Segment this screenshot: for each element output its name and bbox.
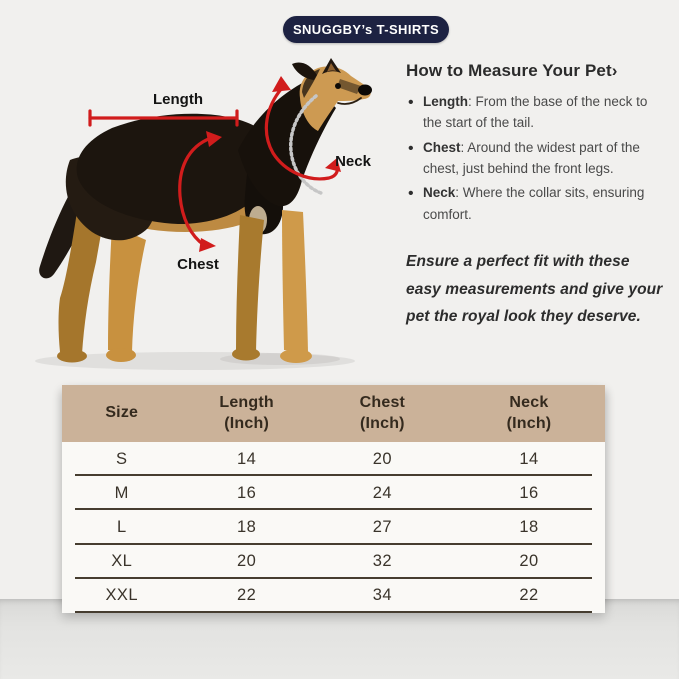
table-row: XXL 22 34 22	[62, 579, 605, 614]
header-size: Size	[105, 404, 139, 422]
dog-nose	[358, 84, 372, 96]
guide-bullet-chest: Chest: Around the widest part of the che…	[406, 136, 668, 180]
chest-label: Chest	[177, 256, 219, 273]
bullet-desc: : From the base of the neck to the start…	[423, 94, 648, 131]
bullet-term: Neck	[423, 185, 456, 201]
arrowheads	[199, 76, 341, 252]
header-chest: Chest (Inch)	[359, 393, 406, 432]
bullet-desc: : Around the widest part of the chest, j…	[423, 139, 640, 176]
guide-bullet-length: Length: From the base of the neck to the…	[406, 90, 668, 134]
chest-measure-arrow	[178, 136, 213, 247]
guide-bullet-neck: Neck: Where the collar sits, ensuring co…	[406, 181, 668, 225]
bullet-term: Chest	[423, 139, 461, 155]
guide-heading: How to Measure Your Pet›	[406, 61, 618, 80]
length-label: Length	[153, 91, 203, 108]
dog-eye	[335, 83, 341, 89]
neck-label: Neck	[335, 153, 371, 170]
measuring-guide: How to Measure Your Pet› Length: From th…	[406, 61, 668, 331]
dog-figure	[39, 58, 372, 363]
brand-title: SNUGGBY’s T-SHIRTS	[292, 22, 440, 37]
neck-measure-arrow	[264, 86, 339, 181]
size-table: Size Length (Inch) Chest (Inch) Neck (Inch)…	[62, 385, 605, 614]
table-row: S 14 20 14	[62, 442, 605, 477]
table-row: L 18 27 18	[62, 510, 605, 545]
size-table-body: S 14 20 14 M 16 24 16 L 18 27 18 XL 20 3…	[62, 442, 605, 614]
table-row: XL 20 32 20	[62, 545, 605, 580]
chain-collar	[289, 94, 323, 195]
brand-title-badge: SNUGGBY’s T-SHIRTS	[283, 16, 449, 43]
size-table-header: Size Length (Inch) Chest (Inch) Neck (Inch)	[62, 385, 605, 442]
header-neck: Neck (Inch)	[506, 393, 552, 432]
fit-note: Ensure a perfect fit with these easy mea…	[406, 252, 663, 326]
measurement-annotations	[88, 86, 339, 247]
header-length: Length (Inch)	[219, 393, 274, 432]
table-row: M 16 24 16	[62, 476, 605, 511]
guide-bullet-list: Length: From the base of the neck to the…	[406, 90, 668, 225]
bullet-term: Length	[423, 94, 468, 109]
bullet-desc: : Where the collar sits, ensuring comfor…	[423, 185, 645, 222]
